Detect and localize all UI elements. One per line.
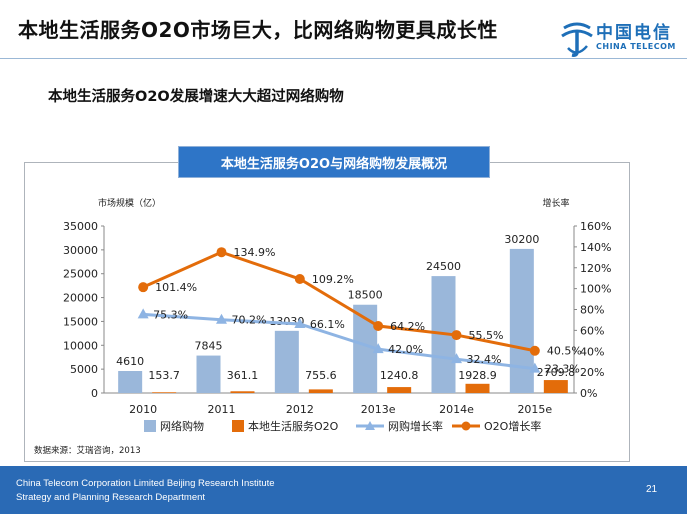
- marker-online-shopping-growth: [529, 362, 541, 373]
- legend-swatch-online-shopping: [144, 420, 156, 432]
- data-label-local-o2o: 755.6: [305, 369, 337, 382]
- marker-online-shopping-growth: [216, 313, 227, 324]
- y-axis-title: 市场规模（亿）: [98, 197, 161, 209]
- data-label-online-shopping-growth: 23.3%: [545, 363, 580, 376]
- data-source-note: 数据来源：艾瑞咨询，2013: [34, 446, 141, 456]
- y2-axis-title: 增长率: [542, 197, 569, 209]
- x-tick-label: 2013e: [361, 403, 396, 416]
- y2-tick-label: 20%: [580, 366, 604, 379]
- y-tick-label: 5000: [70, 363, 98, 376]
- data-label-online-shopping-growth: 42.0%: [388, 343, 423, 356]
- marker-o2o-growth: [529, 345, 540, 356]
- bar-online-shopping: [274, 330, 299, 393]
- y-tick-label: 35000: [63, 220, 98, 233]
- chart-title: 本地生活服务O2O与网络购物发展概况: [178, 146, 490, 178]
- data-label-local-o2o: 1928.9: [458, 369, 497, 382]
- slide-title: 本地生活服务O2O市场巨大，比网络购物更具成长性: [18, 18, 498, 42]
- legend-swatch-local-o2o: [232, 420, 244, 432]
- footer-organization: China Telecom Corporation Limited Beijin…: [16, 478, 275, 489]
- y-tick-label: 30000: [63, 244, 98, 257]
- data-label-o2o-growth: 134.9%: [234, 246, 276, 259]
- y2-tick-label: 100%: [580, 283, 611, 296]
- bar-local-o2o: [387, 387, 412, 393]
- logo-english-text: CHINA TELECOM: [596, 42, 676, 51]
- y-tick-label: 25000: [63, 268, 98, 281]
- data-label-o2o-growth: 101.4%: [155, 281, 197, 294]
- data-label-o2o-growth: 109.2%: [312, 273, 354, 286]
- marker-o2o-growth: [373, 320, 384, 331]
- data-label-o2o-growth: 40.5%: [547, 345, 582, 358]
- line-o2o-growth: [142, 250, 536, 353]
- bar-local-o2o: [543, 380, 568, 393]
- y-tick-label: 15000: [63, 315, 98, 328]
- data-label-online-shopping: 4610: [116, 355, 144, 368]
- data-label-online-shopping-growth: 32.4%: [467, 353, 502, 366]
- bar-online-shopping: [196, 355, 221, 393]
- y-tick-label: 20000: [63, 292, 98, 305]
- data-label-local-o2o: 1240.8: [380, 369, 419, 382]
- marker-o2o-growth: [138, 282, 149, 293]
- data-label-local-o2o: 361.1: [227, 369, 259, 382]
- data-label-o2o-growth: 55.5%: [469, 329, 504, 342]
- china-telecom-logo: 中国电信 CHINA TELECOM: [560, 18, 680, 70]
- data-label-online-shopping-growth: 75.3%: [153, 308, 188, 321]
- marker-online-shopping-growth: [372, 343, 384, 354]
- bar-local-o2o: [152, 392, 177, 393]
- legend-label-online-shopping-growth: 网购增长率: [388, 419, 443, 433]
- data-label-online-shopping: 18500: [348, 289, 383, 302]
- bar-local-o2o: [230, 391, 255, 393]
- marker-o2o-growth: [216, 247, 227, 258]
- title-divider: [0, 58, 687, 59]
- y2-tick-label: 40%: [580, 345, 604, 358]
- legend-marker-o2o-growth: [461, 421, 471, 431]
- y2-tick-label: 0%: [580, 387, 597, 400]
- marker-o2o-growth: [451, 330, 462, 341]
- bar-online-shopping: [118, 371, 143, 393]
- data-label-online-shopping: 24500: [426, 260, 461, 273]
- bar-local-o2o: [308, 389, 333, 393]
- footer-bar: China Telecom Corporation Limited Beijin…: [0, 466, 687, 514]
- marker-online-shopping-growth: [137, 308, 149, 319]
- logo-chinese-text: 中国电信: [596, 23, 672, 43]
- data-label-online-shopping-growth: 70.2%: [232, 314, 267, 327]
- china-telecom-emblem-icon: [561, 22, 593, 57]
- line-online-shopping-growth: [143, 312, 536, 371]
- bar-local-o2o: [465, 383, 490, 393]
- slide-subtitle: 本地生活服务O2O发展增速大大超过网络购物: [48, 89, 344, 105]
- marker-online-shopping-growth: [451, 353, 462, 364]
- y-tick-label: 0: [91, 387, 98, 400]
- legend-label-online-shopping: 网络购物: [160, 419, 204, 433]
- page-number: 21: [646, 484, 658, 495]
- y-tick-label: 10000: [63, 339, 98, 352]
- marker-online-shopping-growth: [294, 318, 306, 329]
- legend-marker-online-shopping-growth: [365, 421, 375, 430]
- data-label-online-shopping: 7845: [195, 340, 223, 353]
- data-label-o2o-growth: 64.2%: [390, 320, 425, 333]
- data-label-online-shopping: 30200: [504, 233, 539, 246]
- y2-tick-label: 60%: [580, 324, 604, 337]
- y2-tick-label: 80%: [580, 304, 604, 317]
- x-tick-label: 2014e: [439, 403, 474, 416]
- y2-tick-label: 120%: [580, 262, 611, 275]
- x-tick-label: 2012: [286, 403, 314, 416]
- legend-label-local-o2o: 本地生活服务O2O: [248, 419, 339, 433]
- data-label-local-o2o: 2709.8: [537, 366, 576, 379]
- x-tick-label: 2015e: [517, 403, 552, 416]
- x-tick-label: 2011: [208, 403, 236, 416]
- data-label-online-shopping-growth: 66.1%: [310, 318, 345, 331]
- data-label-local-o2o: 153.7: [148, 369, 180, 382]
- x-tick-label: 2010: [129, 403, 157, 416]
- y2-tick-label: 160%: [580, 220, 611, 233]
- marker-o2o-growth: [294, 274, 305, 285]
- y2-tick-label: 140%: [580, 241, 611, 254]
- footer-department: Strategy and Planning Research Departmen…: [16, 492, 206, 503]
- legend-label-o2o-growth: O2O增长率: [484, 419, 541, 433]
